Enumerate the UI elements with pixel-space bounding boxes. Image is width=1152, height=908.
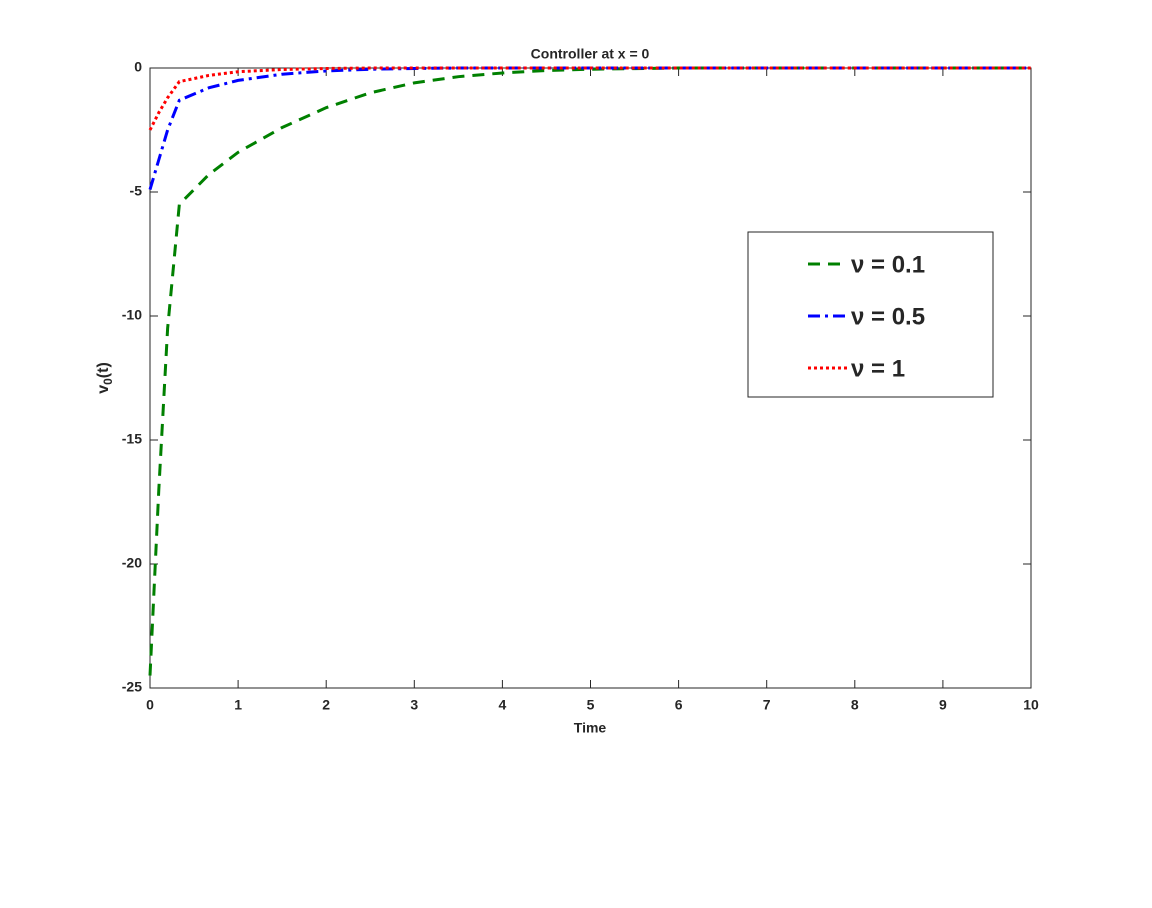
legend-box	[747, 231, 994, 398]
chart-title: Controller at x = 0	[531, 46, 650, 62]
y-label-rest: (t)	[95, 362, 112, 378]
y-tick-label: -5	[130, 183, 143, 199]
x-axis-label: Time	[574, 720, 607, 736]
y-tick-label: -25	[122, 679, 142, 695]
legend-label: ν = 0.1	[851, 251, 925, 278]
legend-label: ν = 0.5	[851, 303, 925, 330]
y-axis-label: v0(t)	[95, 362, 115, 394]
x-tick-label: 2	[322, 697, 330, 713]
y-tick-label: -20	[122, 555, 142, 571]
x-tick-label: 0	[146, 697, 154, 713]
x-tick-label: 10	[1023, 697, 1039, 713]
x-tick-label: 3	[410, 697, 418, 713]
legend-label: ν = 1	[851, 355, 905, 382]
y-label-sub: 0	[101, 378, 115, 385]
x-tick-label: 4	[499, 697, 507, 713]
x-tick-label: 7	[763, 697, 771, 713]
x-tick-label: 8	[851, 697, 859, 713]
line-series	[148, 66, 1031, 131]
x-tick-label: 9	[939, 697, 947, 713]
y-tick-label: -15	[122, 431, 142, 447]
line-series	[148, 66, 1031, 676]
line-series	[148, 66, 1031, 190]
y-tick-label: -10	[122, 307, 142, 323]
x-tick-label: 6	[675, 697, 683, 713]
y-label-base: v	[95, 385, 112, 394]
x-tick-label: 1	[234, 697, 242, 713]
x-tick-label: 5	[587, 697, 595, 713]
y-tick-label: 0	[134, 59, 142, 75]
